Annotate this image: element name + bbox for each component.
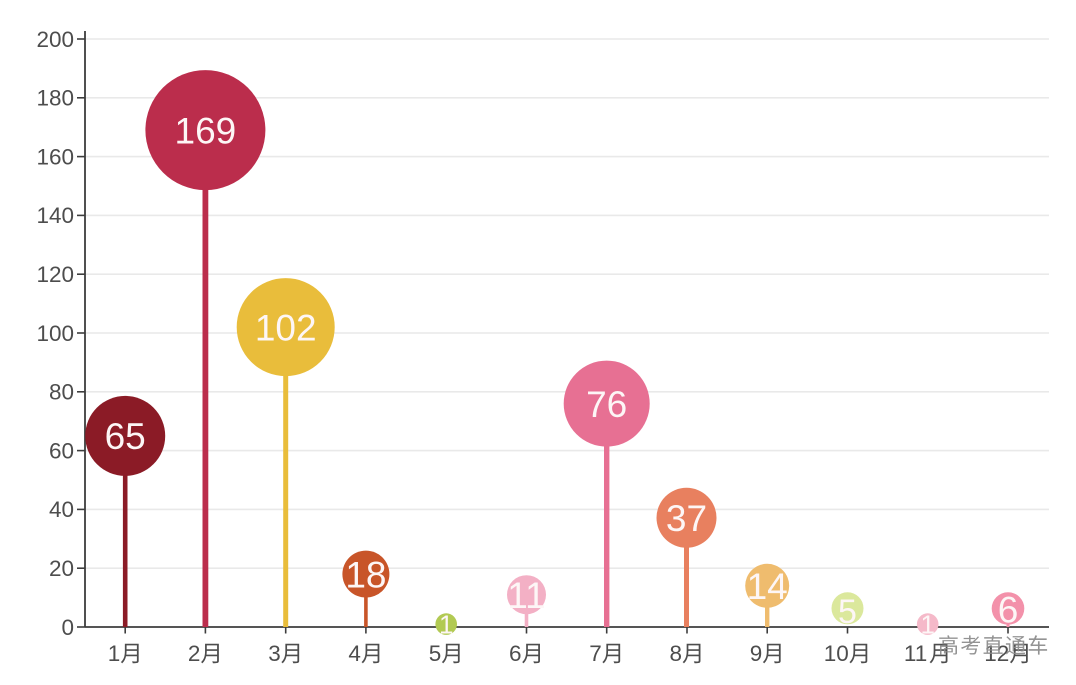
- svg-text:0: 0: [61, 615, 74, 640]
- svg-text:169: 169: [175, 110, 237, 151]
- svg-text:37: 37: [666, 498, 707, 539]
- svg-text:14: 14: [747, 566, 788, 607]
- svg-text:6: 6: [509, 641, 522, 666]
- svg-text:80: 80: [49, 380, 74, 405]
- svg-text:7: 7: [589, 641, 602, 666]
- svg-text:10: 10: [824, 641, 849, 666]
- svg-text:100: 100: [36, 321, 74, 346]
- svg-text:40: 40: [49, 497, 74, 522]
- svg-text:1: 1: [108, 641, 121, 666]
- svg-text:140: 140: [36, 203, 74, 228]
- svg-text:200: 200: [36, 27, 74, 52]
- svg-text:4: 4: [348, 641, 361, 666]
- svg-text:76: 76: [586, 384, 627, 425]
- svg-text:2: 2: [188, 641, 201, 666]
- svg-text:120: 120: [36, 262, 74, 287]
- svg-text:18: 18: [345, 554, 386, 595]
- svg-text:8: 8: [670, 641, 683, 666]
- svg-text:102: 102: [255, 307, 317, 348]
- svg-text:1: 1: [439, 609, 453, 639]
- svg-text:5: 5: [429, 641, 442, 666]
- svg-text:5: 5: [838, 593, 857, 631]
- svg-text:160: 160: [36, 144, 74, 169]
- svg-text:3: 3: [268, 641, 281, 666]
- svg-text:9: 9: [750, 641, 763, 666]
- svg-text:6: 6: [998, 590, 1019, 631]
- svg-text:60: 60: [49, 438, 74, 463]
- svg-text:11: 11: [507, 575, 545, 616]
- svg-text:180: 180: [36, 86, 74, 111]
- svg-text:65: 65: [105, 416, 146, 457]
- svg-text:11: 11: [904, 641, 927, 666]
- svg-text:1: 1: [920, 609, 934, 639]
- svg-text:20: 20: [49, 556, 74, 581]
